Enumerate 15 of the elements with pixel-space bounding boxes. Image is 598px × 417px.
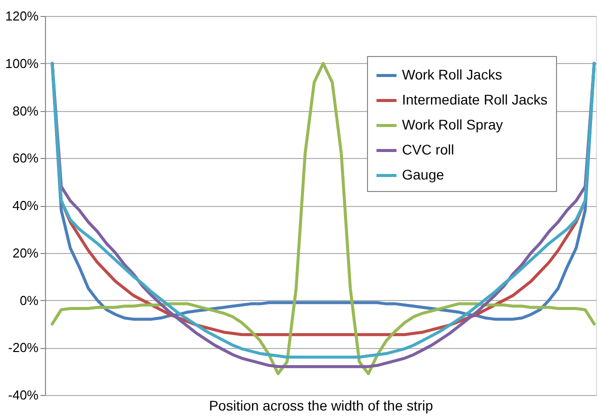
y-tick-label: 40% (12, 198, 39, 213)
legend-label: CVC roll (402, 142, 454, 158)
x-axis-title: Position across the width of the strip (208, 398, 434, 414)
y-tick-label: 20% (12, 245, 39, 260)
y-tick-label: 0% (20, 292, 39, 308)
y-tick-label: 80% (12, 103, 39, 118)
y-tick-label: -40% (8, 388, 39, 402)
y-tick-label: -20% (8, 340, 39, 356)
y-tick-label: 120% (5, 8, 39, 24)
legend-label: Work Roll Spray (402, 116, 503, 132)
y-tick-label: 60% (12, 150, 39, 166)
y-tick-label: 100% (5, 56, 39, 71)
legend-label: Intermediate Roll Jacks (402, 92, 548, 108)
legend-label: Gauge (402, 166, 444, 182)
legend-label: Work Roll Jacks (402, 66, 502, 82)
